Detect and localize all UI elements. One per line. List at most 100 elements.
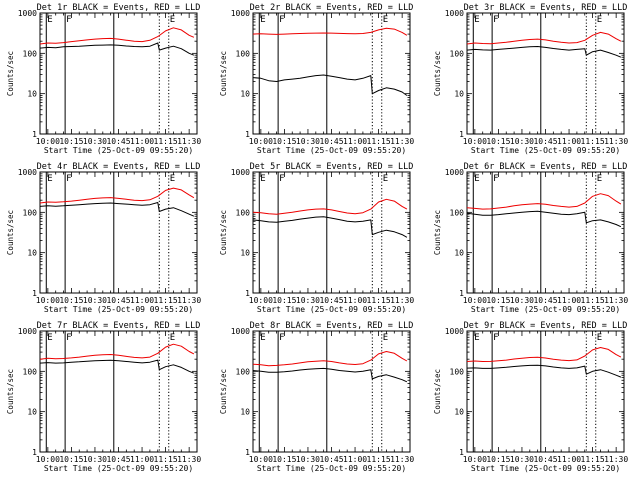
- x-tick-label: 11:30: [604, 455, 628, 464]
- x-axis-label: Start Time (25-Oct-09 09:55:20): [257, 464, 406, 473]
- x-tick-label: 10:45: [106, 137, 130, 146]
- x-tick-label: 11:00: [130, 137, 154, 146]
- y-tick-label: 1000: [231, 327, 250, 336]
- panel-title: Det 1r BLACK = Events, RED = LLD: [37, 3, 201, 13]
- time-marker-label: E: [597, 333, 602, 343]
- x-tick-label: 10:30: [83, 455, 107, 464]
- lld-series-line: [39, 27, 195, 45]
- y-axis-label: Counts/sec: [433, 51, 442, 96]
- panel-title: Det 2r BLACK = Events, RED = LLD: [250, 3, 414, 13]
- y-tick-label: 1: [245, 289, 250, 298]
- y-tick-label: 1: [32, 448, 37, 457]
- y-tick-label: 1: [245, 448, 250, 457]
- x-tick-label: 10:45: [319, 137, 343, 146]
- time-marker-label: F: [493, 174, 498, 184]
- panel-title: Det 8r BLACK = Events, RED = LLD: [250, 321, 414, 331]
- y-tick-label: 1: [459, 448, 464, 457]
- time-marker-label: E: [597, 15, 602, 25]
- y-axis-label: Counts/sec: [219, 51, 228, 96]
- detector-panel: Det 7r BLACK = Events, RED = LLD 1 10 100 10…: [6, 321, 201, 473]
- x-tick-label: 10:15: [272, 455, 296, 464]
- x-tick-label: 10:45: [319, 296, 343, 305]
- x-tick-label: 10:30: [296, 137, 320, 146]
- detector-panel: Det 9r BLACK = Events, RED = LLD 1 10 100 10…: [433, 321, 628, 473]
- lld-series-line: [252, 351, 408, 367]
- x-tick-label: 11:00: [557, 296, 581, 305]
- time-marker-label: E: [47, 333, 52, 343]
- y-axis-label: Counts/sec: [6, 210, 15, 255]
- x-tick-label: 11:00: [130, 455, 154, 464]
- lld-series-line: [39, 343, 195, 360]
- x-axis-label: Start Time (25-Oct-09 09:55:20): [257, 146, 406, 155]
- y-axis-label: Counts/sec: [433, 369, 442, 414]
- time-marker-label: E: [383, 15, 388, 25]
- y-tick-label: 1000: [445, 168, 464, 177]
- y-tick-label: 100: [236, 49, 251, 58]
- y-tick-label: 1000: [231, 168, 250, 177]
- y-tick-label: 10: [27, 408, 37, 417]
- y-tick-label: 100: [23, 208, 38, 217]
- x-tick-label: 10:45: [106, 296, 130, 305]
- x-tick-label: 10:00: [463, 455, 487, 464]
- x-tick-label: 11:15: [367, 296, 391, 305]
- y-tick-label: 10: [240, 90, 250, 99]
- plot-frame: [466, 330, 625, 453]
- events-series-line: [39, 42, 195, 56]
- x-tick-label: 11:00: [557, 455, 581, 464]
- time-marker-label: F: [279, 174, 284, 184]
- x-tick-label: 11:30: [177, 137, 201, 146]
- x-tick-label: 11:00: [343, 137, 367, 146]
- x-axis-label: Start Time (25-Oct-09 09:55:20): [471, 146, 620, 155]
- detector-panel: Det 3r BLACK = Events, RED = LLD 1 10 100 10…: [433, 3, 628, 155]
- time-marker-label: E: [597, 174, 602, 184]
- y-axis-label: Counts/sec: [433, 210, 442, 255]
- y-tick-label: 100: [236, 208, 251, 217]
- events-series-line: [252, 216, 408, 238]
- x-tick-label: 10:00: [463, 137, 487, 146]
- time-marker-label: F: [66, 333, 71, 343]
- detector-panel: Det 1r BLACK = Events, RED = LLD 1 10 100 10…: [6, 3, 201, 155]
- events-series-line: [466, 210, 622, 228]
- events-series-line: [466, 364, 622, 378]
- x-tick-label: 11:30: [177, 455, 201, 464]
- plot-frame: [39, 330, 198, 453]
- x-tick-label: 10:15: [59, 296, 83, 305]
- x-tick-label: 11:30: [390, 296, 414, 305]
- y-tick-label: 1000: [18, 168, 37, 177]
- y-tick-label: 100: [450, 49, 465, 58]
- x-tick-label: 10:15: [272, 137, 296, 146]
- y-tick-label: 100: [450, 367, 465, 376]
- detector-panel: Det 8r BLACK = Events, RED = LLD 1 10 100 10…: [219, 321, 414, 473]
- y-tick-label: 1: [32, 130, 37, 139]
- x-tick-label: 10:00: [36, 455, 60, 464]
- x-axis-label: Start Time (25-Oct-09 09:55:20): [44, 146, 193, 155]
- y-tick-label: 10: [454, 90, 464, 99]
- events-series-line: [39, 202, 195, 217]
- x-tick-label: 11:00: [343, 296, 367, 305]
- x-tick-label: 10:30: [510, 296, 534, 305]
- x-tick-label: 10:15: [59, 455, 83, 464]
- panel-title: Det 7r BLACK = Events, RED = LLD: [37, 321, 201, 331]
- events-series-line: [252, 367, 408, 383]
- lld-series-line: [466, 193, 622, 210]
- x-tick-label: 10:15: [486, 137, 510, 146]
- y-tick-label: 100: [23, 367, 38, 376]
- time-marker-label: F: [493, 15, 498, 25]
- y-tick-label: 1: [245, 130, 250, 139]
- time-marker-label: E: [383, 174, 388, 184]
- plot-frame: [252, 171, 411, 294]
- x-tick-label: 10:00: [463, 296, 487, 305]
- panel-title: Det 9r BLACK = Events, RED = LLD: [464, 321, 628, 331]
- x-tick-label: 11:15: [581, 455, 605, 464]
- x-tick-label: 10:45: [319, 455, 343, 464]
- y-axis-label: Counts/sec: [6, 51, 15, 96]
- x-tick-label: 11:15: [367, 137, 391, 146]
- x-tick-label: 10:15: [59, 137, 83, 146]
- events-series-line: [39, 359, 195, 374]
- time-marker-label: E: [260, 333, 265, 343]
- x-tick-label: 10:30: [83, 296, 107, 305]
- panel-title: Det 6r BLACK = Events, RED = LLD: [464, 162, 628, 172]
- plot-frame: [252, 12, 411, 135]
- x-axis-label: Start Time (25-Oct-09 09:55:20): [257, 305, 406, 314]
